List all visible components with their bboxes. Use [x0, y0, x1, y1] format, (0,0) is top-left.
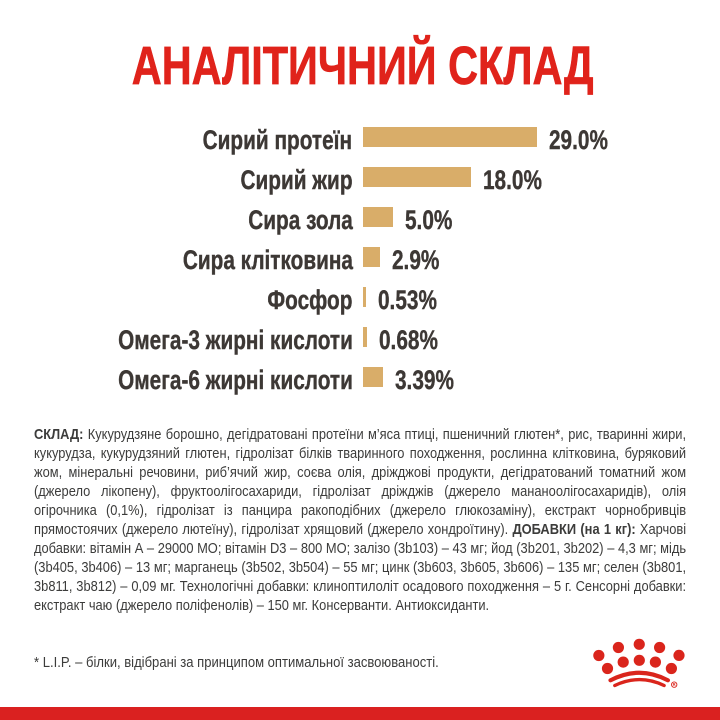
svg-text:R: R — [673, 682, 676, 687]
